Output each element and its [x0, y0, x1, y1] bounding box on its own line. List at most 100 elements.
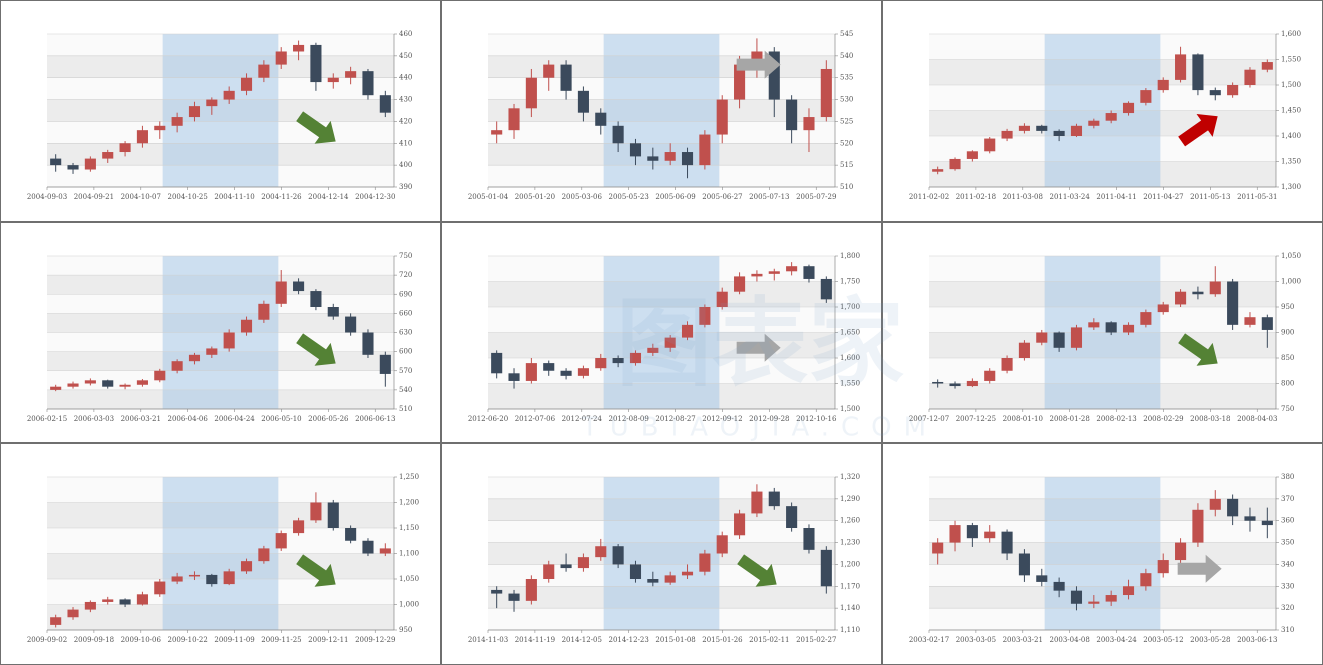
candle-body — [1070, 327, 1083, 348]
candle-body — [258, 64, 270, 78]
y-tick-label: 600 — [399, 348, 412, 356]
candle-body — [491, 130, 503, 135]
y-tick-label: 1,050 — [1281, 252, 1301, 260]
candle-body — [327, 77, 339, 83]
x-tick-label: 2012-09-28 — [749, 415, 789, 423]
y-tick-label: 440 — [399, 74, 412, 82]
candle-body — [508, 108, 520, 131]
x-tick-label: 2015-02-11 — [749, 636, 789, 644]
candle-body — [1244, 516, 1256, 521]
x-tick-label: 2008-01-28 — [1049, 415, 1089, 423]
candle-body — [629, 352, 642, 364]
x-tick-label: 2012-08-09 — [608, 415, 648, 423]
candle-body — [50, 158, 62, 166]
y-tick-label: 850 — [1281, 354, 1294, 362]
candle-body — [84, 601, 96, 610]
candle-body — [293, 281, 305, 292]
x-tick-label: 2011-03-24 — [1049, 193, 1090, 201]
candle-body — [768, 51, 780, 100]
candle-body — [966, 151, 978, 159]
candle-body — [67, 165, 79, 170]
candle-body — [362, 332, 374, 355]
candle-body — [1261, 317, 1273, 330]
candle-body — [1053, 332, 1065, 348]
y-tick-label: 1,550 — [840, 380, 860, 388]
candle-body — [240, 561, 253, 572]
candle-body — [206, 348, 218, 355]
chart-panel: 1,500 1,550 1,600 1,650 1,700 1,750 1,800 2012-… — [441, 222, 882, 443]
x-tick-label: 2005-01-20 — [515, 193, 555, 201]
candle-body — [716, 291, 728, 307]
candle-body — [188, 354, 201, 362]
candle-body — [786, 266, 798, 272]
x-tick-label: 2009-10-06 — [121, 636, 162, 644]
trend-arrow — [296, 554, 336, 587]
candle-body — [1227, 85, 1239, 96]
chart: 1,500 1,550 1,600 1,650 1,700 1,750 1,800 2012-… — [468, 252, 860, 423]
candle-body — [543, 564, 555, 579]
y-tick-label: 1,800 — [840, 252, 860, 260]
candle-body — [1001, 531, 1013, 554]
candle-body — [932, 542, 944, 554]
y-tick-label: 530 — [840, 96, 853, 104]
y-tick-label: 1,250 — [399, 473, 419, 481]
chart: 390 400 410 420 430 440 450 460 2004-09-03 2004-0… — [27, 30, 413, 201]
candle-body — [345, 316, 357, 333]
y-tick-label: 1,290 — [840, 495, 860, 503]
x-tick-label: 2009-12-29 — [355, 636, 395, 644]
x-tick-label: 2003-05-12 — [1143, 636, 1183, 644]
candle-body — [84, 158, 96, 170]
y-tick-label: 420 — [399, 117, 412, 125]
candle-body — [949, 158, 961, 170]
trend-arrow — [296, 111, 336, 144]
candle-body — [275, 281, 287, 304]
candle-body — [362, 71, 374, 96]
candle-body — [136, 594, 148, 605]
chart-panel: 950 1,000 1,050 1,100 1,150 1,200 1,250 2009-09… — [0, 443, 441, 665]
y-tick-label: 570 — [399, 367, 412, 375]
candle-body — [310, 502, 322, 521]
y-tick-label: 1,050 — [399, 575, 419, 583]
candle-body — [293, 520, 305, 534]
candle-body — [345, 528, 357, 541]
candle-body — [240, 77, 253, 91]
chart-panel: 1,300 1,350 1,400 1,450 1,500 1,550 1,600 2011-… — [882, 0, 1323, 222]
highlight-zone — [1044, 477, 1161, 630]
y-tick-label: 1,650 — [840, 329, 860, 337]
candle-body — [716, 99, 728, 135]
y-tick-label: 1,000 — [399, 601, 419, 609]
y-tick-label: 310 — [1281, 626, 1294, 634]
candle-body — [595, 112, 607, 126]
y-tick-label: 1,200 — [840, 560, 860, 568]
candle-body — [67, 609, 79, 618]
x-tick-label: 2006-04-06 — [167, 415, 208, 423]
x-tick-label: 2004-10-07 — [121, 193, 161, 201]
y-tick-label: 720 — [399, 271, 412, 279]
x-tick-label: 2012-10-16 — [796, 415, 837, 423]
candle-body — [820, 549, 832, 587]
candle-body — [1244, 69, 1256, 85]
x-tick-label: 2009-09-18 — [74, 636, 114, 644]
candle-body — [543, 363, 555, 371]
chart: 750 800 850 900 950 1,000 1,050 2007-12-07 2007-… — [909, 252, 1301, 423]
x-tick-label: 2007-12-25 — [956, 415, 996, 423]
y-tick-label: 750 — [1281, 405, 1294, 413]
candle-body — [734, 513, 746, 536]
candle-body — [932, 169, 944, 172]
candle-body — [664, 337, 676, 348]
x-tick-label: 2008-03-18 — [1190, 415, 1230, 423]
candle-body — [751, 51, 763, 65]
y-tick-label: 370 — [1281, 495, 1294, 503]
candle-body — [560, 564, 572, 569]
candle-body — [1122, 102, 1135, 114]
x-tick-label: 2008-02-13 — [1096, 415, 1136, 423]
x-tick-label: 2006-05-10 — [261, 415, 301, 423]
y-tick-label: 1,500 — [840, 405, 860, 413]
candle-body — [1070, 125, 1083, 136]
x-tick-label: 2011-03-08 — [1003, 193, 1043, 201]
candle-body — [1175, 542, 1187, 561]
y-tick-label: 540 — [840, 52, 853, 60]
y-tick-label: 1,750 — [840, 278, 860, 286]
candle-body — [171, 576, 183, 582]
candle-body — [84, 380, 96, 384]
